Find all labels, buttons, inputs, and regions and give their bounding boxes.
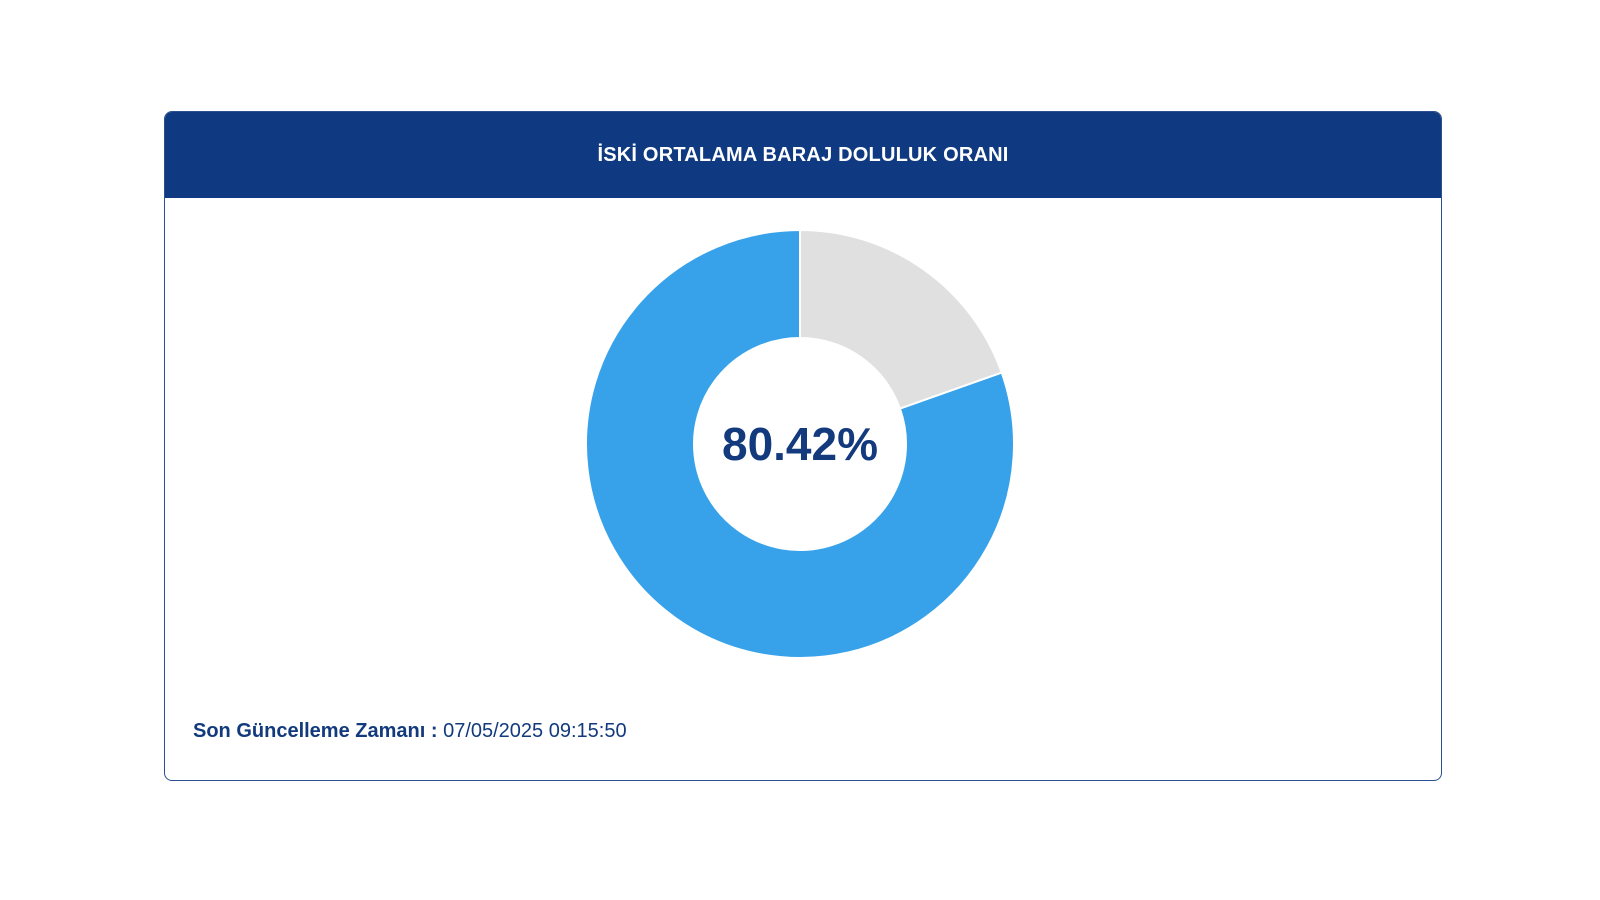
donut-chart-svg bbox=[585, 229, 1015, 659]
donut-chart: 80.42% bbox=[585, 229, 1015, 659]
donut-slice-empty bbox=[799, 229, 1003, 410]
last-update: Son Güncelleme Zamanı : 07/05/2025 09:15… bbox=[193, 720, 627, 743]
last-update-label: Son Güncelleme Zamanı : bbox=[193, 720, 438, 742]
card-header: İSKİ ORTALAMA BARAJ DOLULUK ORANI bbox=[165, 112, 1441, 198]
donut-slice-filled bbox=[585, 229, 1015, 659]
card-title: İSKİ ORTALAMA BARAJ DOLULUK ORANI bbox=[597, 143, 1009, 166]
dam-occupancy-card: İSKİ ORTALAMA BARAJ DOLULUK ORANI 80.42%… bbox=[164, 111, 1442, 781]
last-update-value: 07/05/2025 09:15:50 bbox=[443, 720, 627, 742]
